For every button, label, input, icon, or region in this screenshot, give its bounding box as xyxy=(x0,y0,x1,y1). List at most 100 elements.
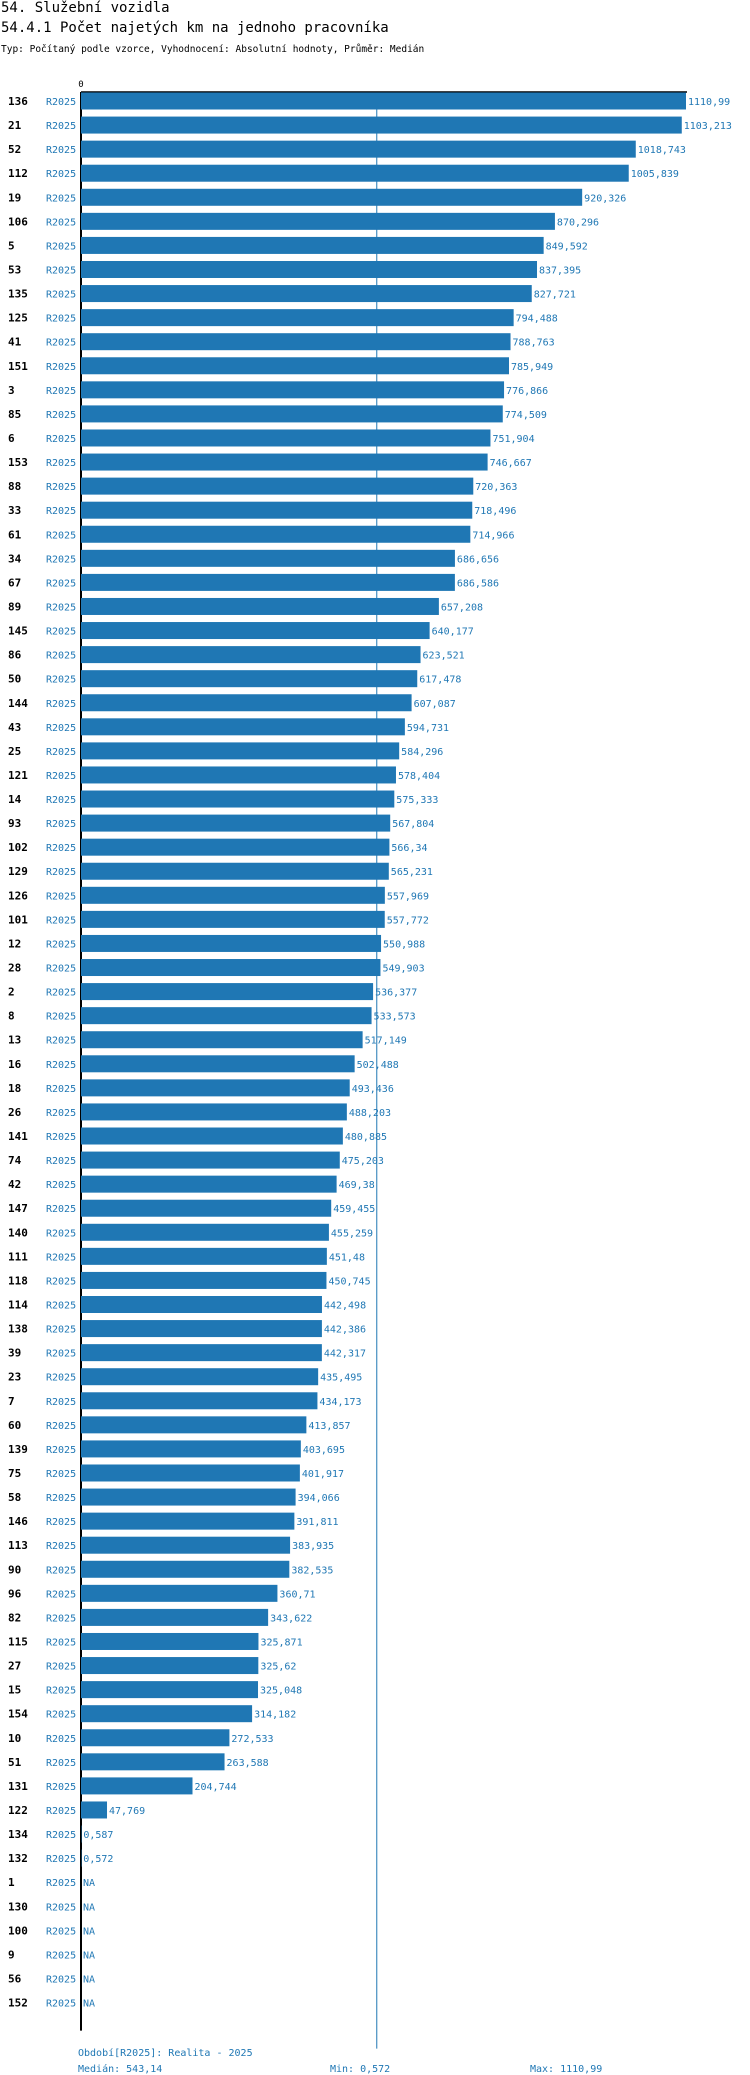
row-id-label: 8 xyxy=(8,1010,15,1023)
row-period-label: R2025 xyxy=(46,627,76,638)
row-id-label: 60 xyxy=(8,1419,21,1432)
bar xyxy=(81,405,503,422)
row-id-label: 153 xyxy=(8,456,28,469)
data-label: 442,317 xyxy=(324,1349,366,1360)
row-period-label: R2025 xyxy=(46,1204,76,1215)
data-label: 383,935 xyxy=(292,1541,334,1552)
data-label: 686,586 xyxy=(457,578,499,589)
row-period-label: R2025 xyxy=(46,1108,76,1119)
row-id-label: 89 xyxy=(8,600,21,613)
bar xyxy=(81,1272,326,1289)
row-id-label: 102 xyxy=(8,841,28,854)
row-period-label: R2025 xyxy=(46,482,76,493)
data-label: 382,535 xyxy=(291,1565,333,1576)
bar xyxy=(81,791,394,808)
row-period-label: R2025 xyxy=(46,747,76,758)
bar xyxy=(81,1392,317,1409)
row-id-label: 88 xyxy=(8,480,21,493)
bar xyxy=(81,1368,318,1385)
row-period-label: R2025 xyxy=(46,1156,76,1167)
row-period-label: R2025 xyxy=(46,1541,76,1552)
data-label: 1110,99 xyxy=(688,97,730,108)
data-label: 0,572 xyxy=(83,1854,113,1865)
row-id-label: 139 xyxy=(8,1443,28,1456)
row-id-label: 25 xyxy=(8,745,21,758)
row-period-label: R2025 xyxy=(46,699,76,710)
data-label: 718,496 xyxy=(474,506,516,517)
data-label: 827,721 xyxy=(534,290,576,301)
row-period-label: R2025 xyxy=(46,1806,76,1817)
row-id-label: 18 xyxy=(8,1082,21,1095)
row-period-label: R2025 xyxy=(46,362,76,373)
data-label: 788,763 xyxy=(513,338,555,349)
bar xyxy=(81,766,396,783)
row-period-label: R2025 xyxy=(46,97,76,108)
data-label: NA xyxy=(83,1878,95,1889)
row-id-label: 14 xyxy=(8,793,22,806)
data-label: 565,231 xyxy=(391,867,433,878)
footer-period: Období[R2025]: Realita - 2025 xyxy=(78,2048,253,2059)
row-period-label: R2025 xyxy=(46,1662,76,1673)
row-period-label: R2025 xyxy=(46,1180,76,1191)
data-label: 204,744 xyxy=(194,1782,236,1793)
row-id-label: 51 xyxy=(8,1756,22,1769)
bar xyxy=(81,117,682,134)
row-id-label: 134 xyxy=(8,1828,28,1841)
footer-min: Min: 0,572 xyxy=(330,2064,390,2075)
row-id-label: 93 xyxy=(8,817,21,830)
footer-median: Medián: 543,14 xyxy=(78,2064,162,2075)
bar xyxy=(81,429,490,446)
data-label: NA xyxy=(83,1999,95,2010)
data-label: 746,667 xyxy=(490,458,532,469)
bar xyxy=(81,1440,301,1457)
data-label: NA xyxy=(83,1902,95,1913)
data-label: 272,533 xyxy=(231,1734,273,1745)
row-id-label: 121 xyxy=(8,769,28,782)
bar xyxy=(81,1753,225,1770)
row-period-label: R2025 xyxy=(46,964,76,975)
row-period-label: R2025 xyxy=(46,843,76,854)
bar xyxy=(81,1657,258,1674)
row-id-label: 106 xyxy=(8,215,28,228)
row-id-label: 136 xyxy=(8,95,28,108)
row-id-label: 145 xyxy=(8,625,28,638)
row-period-label: R2025 xyxy=(46,338,76,349)
row-period-label: R2025 xyxy=(46,939,76,950)
data-label: 263,588 xyxy=(227,1758,269,1769)
data-label: 584,296 xyxy=(401,747,443,758)
bar xyxy=(81,333,511,350)
data-label: 536,377 xyxy=(375,988,417,999)
bar xyxy=(81,863,389,880)
bar xyxy=(81,839,389,856)
bar xyxy=(81,1489,296,1506)
data-label: 394,066 xyxy=(298,1493,340,1504)
row-period-label: R2025 xyxy=(46,1012,76,1023)
bar xyxy=(81,1320,322,1337)
data-label: 774,509 xyxy=(505,410,547,421)
row-id-label: 75 xyxy=(8,1467,21,1480)
row-period-label: R2025 xyxy=(46,651,76,662)
row-id-label: 12 xyxy=(8,937,21,950)
row-id-label: 130 xyxy=(8,1900,28,1913)
row-id-label: 152 xyxy=(8,1997,28,2010)
bar xyxy=(81,237,544,254)
bar xyxy=(81,1777,192,1794)
row-period-label: R2025 xyxy=(46,1613,76,1624)
row-id-label: 90 xyxy=(8,1563,21,1576)
bar xyxy=(81,742,399,759)
data-label: 442,386 xyxy=(324,1325,366,1336)
bar xyxy=(81,670,417,687)
footer-max: Max: 1110,99 xyxy=(530,2064,602,2075)
data-label: 557,969 xyxy=(387,891,429,902)
bar xyxy=(81,1681,258,1698)
bar xyxy=(81,550,455,567)
row-id-label: 114 xyxy=(8,1299,28,1312)
bar xyxy=(81,1464,300,1481)
data-label: 849,592 xyxy=(546,241,588,252)
bar xyxy=(81,93,686,110)
data-label: 686,656 xyxy=(457,554,499,565)
data-label: 533,573 xyxy=(374,1012,416,1023)
data-label: NA xyxy=(83,1950,95,1961)
row-period-label: R2025 xyxy=(46,867,76,878)
data-label: 1103,213 xyxy=(684,121,732,132)
